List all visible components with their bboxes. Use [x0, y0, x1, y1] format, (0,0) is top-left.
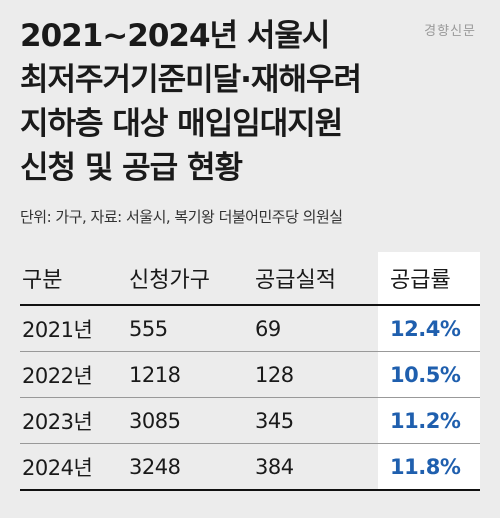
row-supply-rate: 11.2%: [378, 397, 480, 444]
publisher-watermark: 경향신문: [424, 24, 476, 39]
row-year: 2022년: [20, 351, 129, 398]
row-applicants: 3248: [129, 443, 255, 491]
table-row: 2021년 555 69 12.4%: [20, 305, 480, 352]
table-header-row: 구분 신청가구 공급실적 공급률: [20, 252, 480, 306]
row-supply-rate: 12.4%: [378, 305, 480, 352]
infographic-title: 2021~2024년 서울시 최저주거기준미달·재해우려 지하층 대상 매입임대…: [20, 14, 420, 190]
supply-status-table: 구분 신청가구 공급실적 공급률 2021년 555 69 12.4% 2022…: [20, 252, 480, 491]
unit-and-source-note: 단위: 가구, 자료: 서울시, 복기왕 더불어민주당 의원실: [20, 208, 343, 226]
row-year: 2021년: [20, 305, 129, 352]
row-supplied: 384: [255, 443, 378, 491]
row-supply-rate: 11.8%: [378, 443, 480, 491]
row-supplied: 69: [255, 305, 378, 352]
row-supply-rate: 10.5%: [378, 351, 480, 398]
row-supplied: 345: [255, 397, 378, 444]
row-applicants: 3085: [129, 397, 255, 444]
title-line-4: 신청 및 공급 현황: [20, 150, 243, 186]
title-line-3: 지하층 대상 매입임대지원: [20, 106, 343, 142]
header-applicant-households: 신청가구: [129, 252, 255, 306]
table-row: 2024년 3248 384 11.8%: [20, 443, 480, 491]
title-line-1: 2021~2024년 서울시: [20, 18, 330, 54]
title-line-2: 최저주거기준미달·재해우려: [20, 62, 362, 98]
table-row: 2023년 3085 345 11.2%: [20, 397, 480, 444]
row-year: 2024년: [20, 443, 129, 491]
table-row: 2022년 1218 128 10.5%: [20, 351, 480, 398]
row-year: 2023년: [20, 397, 129, 444]
row-supplied: 128: [255, 351, 378, 398]
row-applicants: 555: [129, 305, 255, 352]
header-category: 구분: [20, 252, 129, 306]
header-supply-record: 공급실적: [255, 252, 378, 306]
header-supply-rate: 공급률: [378, 252, 480, 306]
row-applicants: 1218: [129, 351, 255, 398]
